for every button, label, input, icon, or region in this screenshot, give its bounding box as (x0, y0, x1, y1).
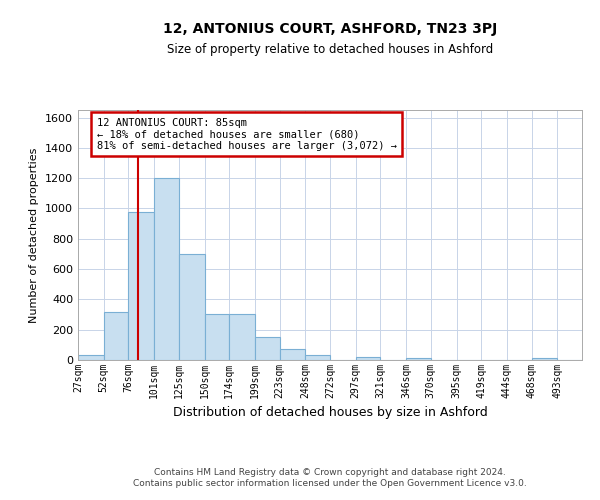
Bar (205, 314, 229, 360)
Bar (406, 358, 431, 360)
Bar (255, 338, 280, 360)
Bar (78, 356, 104, 360)
Bar (128, 212, 154, 360)
Bar (104, 312, 128, 360)
Bar (154, 178, 179, 360)
Bar (305, 356, 330, 360)
Bar (532, 358, 557, 360)
Bar (280, 350, 305, 360)
Text: Contains HM Land Registry data © Crown copyright and database right 2024.
Contai: Contains HM Land Registry data © Crown c… (133, 468, 527, 487)
Y-axis label: Number of detached properties: Number of detached properties (29, 148, 40, 322)
Bar (229, 314, 255, 360)
Text: Size of property relative to detached houses in Ashford: Size of property relative to detached ho… (167, 42, 493, 56)
Text: 12, ANTONIUS COURT, ASHFORD, TN23 3PJ: 12, ANTONIUS COURT, ASHFORD, TN23 3PJ (163, 22, 497, 36)
Text: 12 ANTONIUS COURT: 85sqm
← 18% of detached houses are smaller (680)
81% of semi-: 12 ANTONIUS COURT: 85sqm ← 18% of detach… (97, 118, 397, 151)
Bar (179, 254, 205, 360)
Bar (356, 357, 380, 360)
X-axis label: Distribution of detached houses by size in Ashford: Distribution of detached houses by size … (173, 406, 487, 420)
